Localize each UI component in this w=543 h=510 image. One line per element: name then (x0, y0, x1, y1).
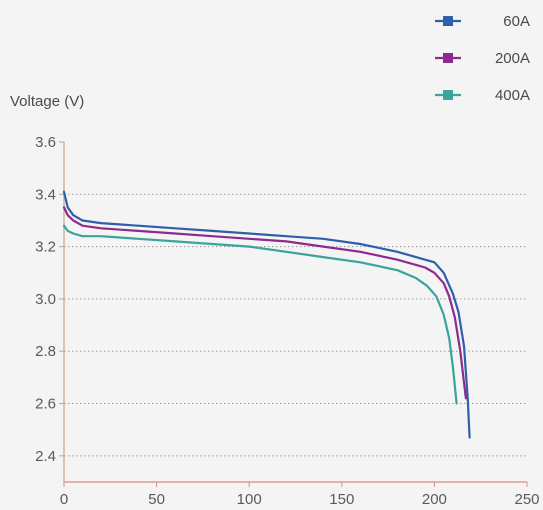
series-line-400A (62, 224, 458, 405)
x-tick-label: 100 (237, 491, 262, 508)
legend-item-400A: 400A (435, 87, 530, 104)
legend-item-200A: 200A (435, 50, 530, 67)
series-lines (62, 190, 471, 439)
x-tick-label: 50 (148, 491, 165, 508)
y-tick-label: 2.6 (35, 396, 56, 413)
y-axis-label: Voltage (V) (10, 93, 84, 110)
legend-label: 60A (503, 13, 530, 30)
x-tick-label: 0 (60, 491, 68, 508)
series-line-60A (62, 190, 471, 439)
x-tick-label: 150 (329, 491, 354, 508)
y-tick-label: 3.0 (35, 291, 56, 308)
tick-labels: 3.6 3.4 3.2 3.0 2.8 2.6 2.4 0 50 100 150 200 250 (35, 134, 539, 508)
legend: 60A 200A 400A (435, 13, 530, 104)
legend-label: 200A (495, 50, 530, 67)
legend-label: 400A (495, 87, 530, 104)
y-tick-label: 2.8 (35, 343, 56, 360)
legend-marker (443, 16, 453, 26)
y-tick-label: 3.4 (35, 186, 56, 203)
y-tick-label: 2.4 (35, 448, 56, 465)
y-tick-label: 3.6 (35, 134, 56, 151)
grid-lines (64, 193, 527, 457)
x-tick-label: 250 (514, 491, 539, 508)
x-tick-label: 200 (422, 491, 447, 508)
series-line-200A (62, 206, 467, 400)
y-tick-label: 3.2 (35, 239, 56, 256)
legend-marker (443, 53, 453, 63)
legend-item-60A: 60A (435, 13, 530, 30)
legend-marker (443, 90, 453, 100)
axes (59, 141, 528, 487)
